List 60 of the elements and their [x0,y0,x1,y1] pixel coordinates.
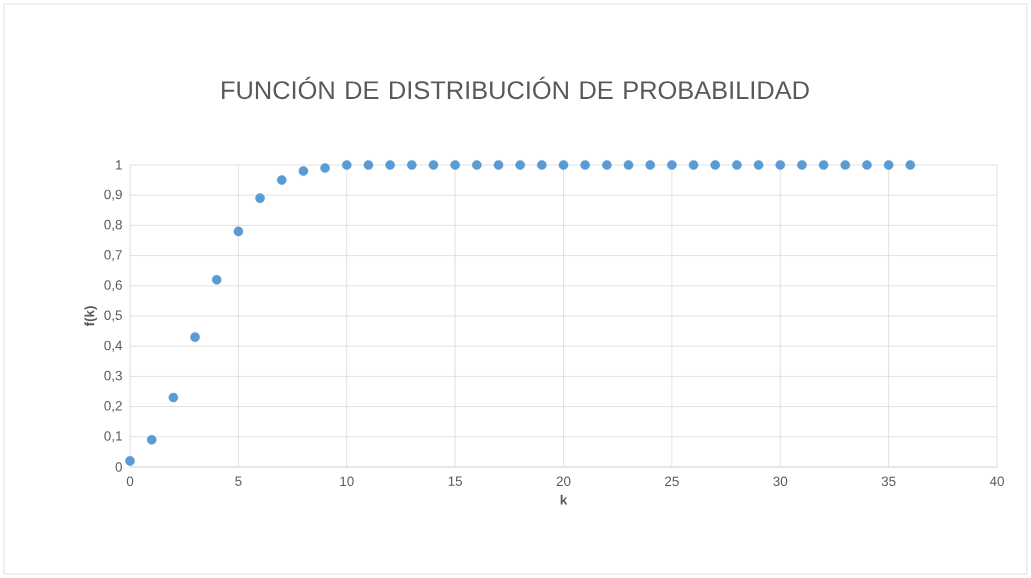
x-tick-label: 10 [340,476,354,487]
y-tick-label: 0,2 [104,401,122,413]
y-axis-title: f(k) [84,306,97,327]
point [146,435,157,445]
x-tick-label: 40 [989,476,1004,487]
point [840,160,851,170]
point [320,163,330,173]
point [602,160,612,170]
point [168,392,179,403]
point [190,332,200,342]
point [732,160,742,170]
point [515,160,525,170]
point [341,160,352,170]
point [818,160,829,170]
point [537,160,547,170]
point [775,160,786,170]
y-tick-label: 0,8 [104,219,122,231]
y-tick-label: 0,7 [104,250,122,262]
point [623,160,634,170]
x-tick-label: 30 [773,476,788,487]
point [883,160,894,170]
y-tick-label: 0,5 [104,310,122,322]
point [862,160,872,170]
point [472,160,482,170]
point [450,160,460,170]
point [125,456,135,466]
point [753,160,764,170]
point [667,160,677,170]
point [255,193,265,204]
x-axis-title: k [560,494,568,505]
x-tick-label: 0 [126,476,134,487]
y-tick-label: 0 [115,462,122,472]
x-tick-label: 5 [235,476,242,486]
x-tick-label: 25 [665,476,679,487]
point [645,160,656,170]
y-tick-label: 0,9 [104,189,122,201]
x-tick-label: 15 [448,476,463,486]
chart-title: FUNCIÓN DE DISTRIBUCIÓN DE PROBABILIDAD [222,76,809,100]
point [493,160,504,170]
y-tick-label: 0,1 [104,431,122,443]
point [688,160,699,170]
y-tick-label: 0,6 [104,280,122,292]
point [298,166,309,176]
x-tick-label: 35 [881,476,896,487]
point [276,175,287,185]
x-tick-label: 20 [556,476,571,487]
point [406,160,417,170]
point [558,160,569,170]
y-tick-label: 0,4 [104,340,123,352]
point [710,160,721,170]
y-tick-label: 0,3 [104,370,122,382]
point [233,226,244,237]
point [385,160,395,170]
point [905,160,916,170]
point [211,274,222,285]
point [363,160,374,170]
point [580,160,590,170]
point [797,160,807,170]
point [428,160,439,170]
y-tick-label: 1 [116,160,122,170]
